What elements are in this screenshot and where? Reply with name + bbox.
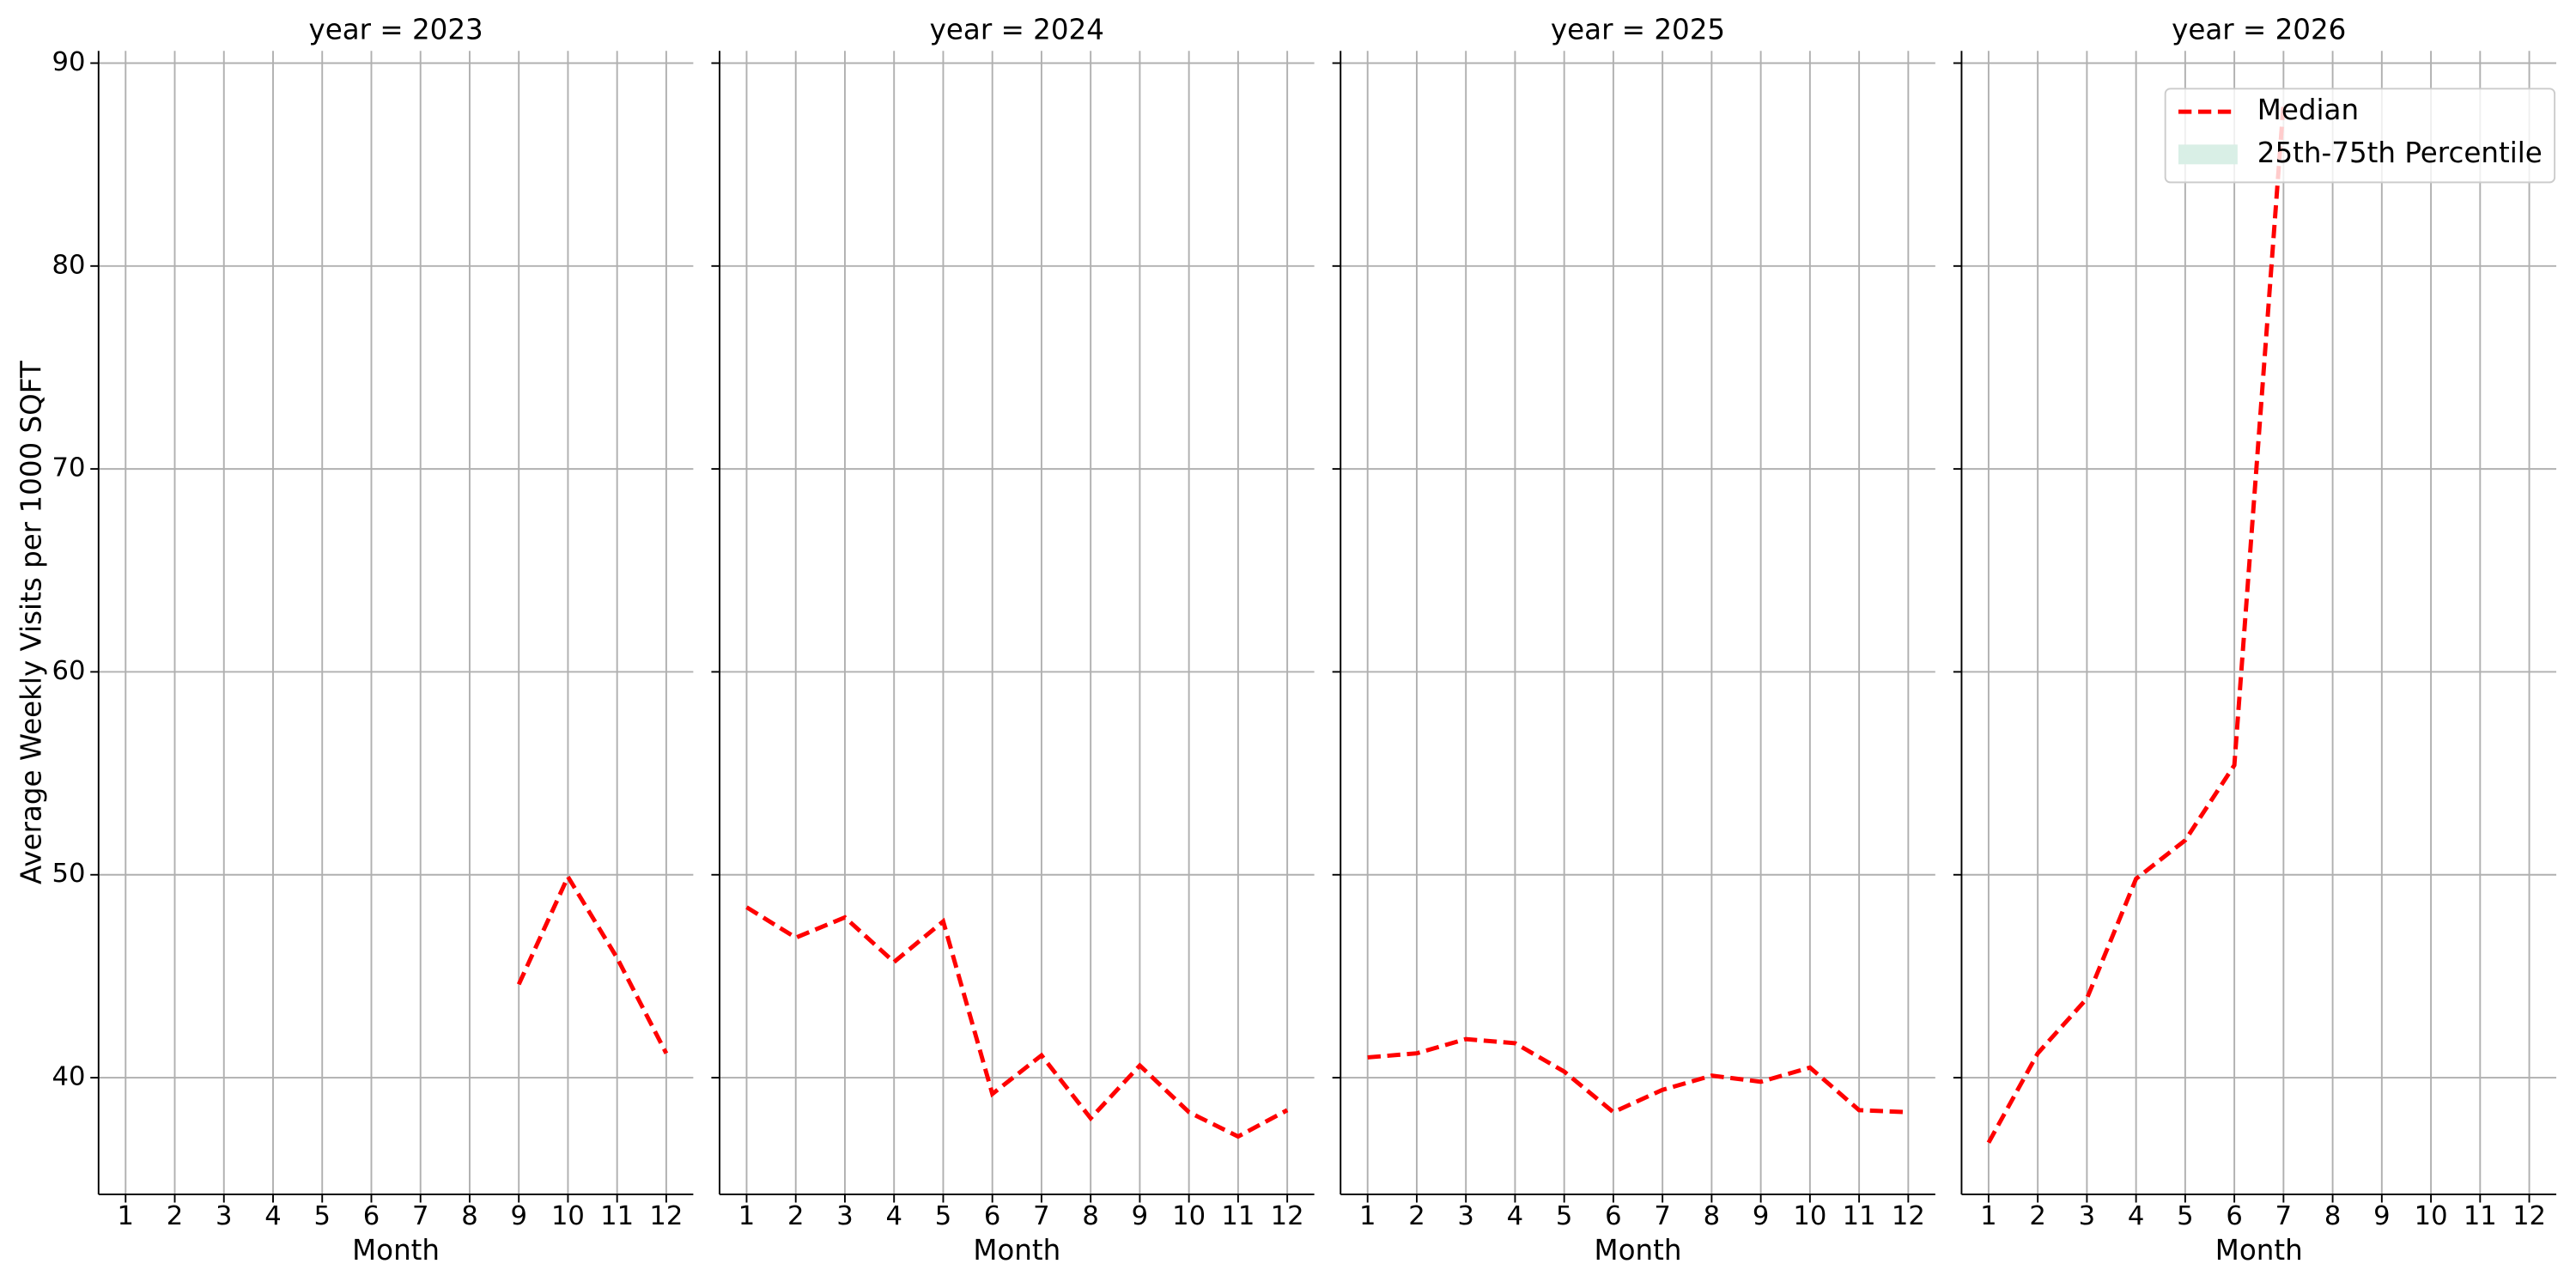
x-axis-label: Month [1595,1234,1682,1267]
x-tick-label: 9 [1753,1201,1769,1231]
x-tick-label: 4 [264,1201,281,1231]
median-line [516,872,669,1054]
x-tick-label: 10 [1172,1201,1206,1231]
x-tick-label: 11 [1843,1201,1876,1231]
x-tick-label: 11 [1221,1201,1255,1231]
x-tick-label: 7 [2275,1201,2292,1231]
x-axis-label: Month [2215,1234,2303,1267]
x-tick-label: 12 [2512,1201,2546,1231]
x-tick-label: 2 [167,1201,183,1231]
y-axis-label: Average Weekly Visits per 1000 SQFT [15,361,47,884]
x-tick-label: 4 [885,1201,902,1231]
x-tick-label: 8 [1704,1201,1720,1231]
x-tick-label: 10 [2415,1201,2448,1231]
x-tick-label: 4 [1507,1201,1523,1231]
x-tick-label: 6 [2226,1201,2242,1231]
legend-box [2164,88,2556,184]
y-tick-label: 90 [52,47,86,77]
x-axis-label: Month [352,1234,440,1267]
x-tick-label: 8 [461,1201,477,1231]
x-tick-label: 1 [1980,1201,1996,1231]
x-tick-label: 7 [1654,1201,1670,1231]
y-tick-label: 50 [52,859,86,889]
y-tick-label: 80 [52,250,86,280]
y-tick-label: 60 [52,656,86,686]
x-tick-label: 3 [1457,1201,1473,1231]
x-tick-label: 11 [2464,1201,2497,1231]
panel-title: year = 2026 [2172,13,2346,46]
legend-label: 25th-75th Percentile [2257,137,2543,169]
y-tick-label: 40 [52,1062,86,1092]
x-tick-label: 4 [2128,1201,2144,1231]
x-tick-label: 10 [551,1201,585,1231]
x-tick-label: 12 [649,1201,683,1231]
panel-title: year = 2025 [1551,13,1725,46]
x-tick-label: 3 [2079,1201,2095,1231]
x-tick-label: 7 [412,1201,428,1231]
x-tick-label: 6 [1605,1201,1621,1231]
x-tick-label: 1 [1359,1201,1376,1231]
x-tick-label: 6 [984,1201,1000,1231]
x-tick-label: 10 [1793,1201,1826,1231]
panel-title: year = 2024 [930,13,1104,46]
x-tick-label: 2 [2029,1201,2045,1231]
x-tick-label: 1 [738,1201,755,1231]
x-tick-label: 1 [118,1201,134,1231]
x-tick-label: 2 [787,1201,804,1231]
x-tick-label: 9 [2373,1201,2390,1231]
legend-label: Median [2257,94,2359,126]
legend-swatch [2178,144,2238,165]
x-tick-label: 5 [313,1201,330,1231]
x-tick-label: 12 [1892,1201,1925,1231]
median-line [1367,1036,1909,1115]
panel-title: year = 2023 [308,13,483,46]
x-tick-label: 2 [1408,1201,1425,1231]
x-tick-label: 3 [216,1201,232,1231]
x-tick-label: 6 [363,1201,380,1231]
x-tick-label: 8 [1082,1201,1098,1231]
x-tick-label: 9 [510,1201,526,1231]
x-tick-label: 7 [1033,1201,1049,1231]
x-tick-label: 9 [1132,1201,1148,1231]
x-axis-label: Month [973,1234,1060,1267]
x-tick-label: 5 [2177,1201,2193,1231]
x-tick-label: 5 [1556,1201,1572,1231]
median-line [1986,103,2286,1144]
x-tick-label: 12 [1271,1201,1304,1231]
y-tick-label: 70 [52,453,86,483]
x-tick-label: 8 [2324,1201,2341,1231]
x-tick-label: 11 [600,1201,634,1231]
x-tick-label: 5 [935,1201,951,1231]
median-line [745,905,1289,1139]
x-tick-label: 3 [836,1201,853,1231]
